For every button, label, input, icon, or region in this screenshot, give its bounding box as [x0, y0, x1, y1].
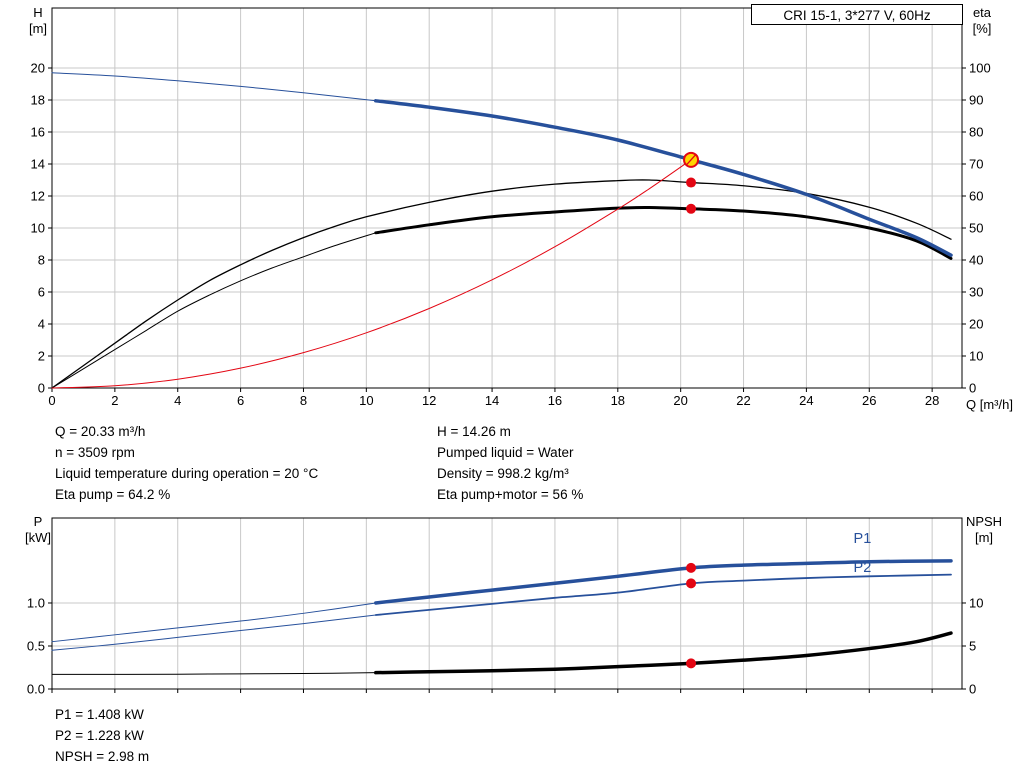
- y-tick-label-right: 70: [969, 157, 983, 172]
- p1-curve: [374, 559, 953, 605]
- x-tick-label: 14: [485, 393, 499, 408]
- npsh-axis-symbol: NPSH: [965, 514, 1003, 529]
- pump-curve: [374, 99, 953, 257]
- p2-curve: [374, 573, 952, 616]
- h-axis-label: H [m]: [22, 5, 54, 37]
- y-tick-label-right: 0: [969, 682, 976, 697]
- operating-point-dot: [686, 177, 697, 188]
- readouts-bottom-column: P1 = 1.408 kW P2 = 1.228 kW NPSH = 2.98 …: [55, 704, 149, 767]
- y-tick-label-left: 20: [31, 61, 45, 76]
- readout-head: H = 14.26 m: [437, 424, 511, 439]
- plot-frame: [51, 517, 963, 690]
- y-tick-label-right: 30: [969, 285, 983, 300]
- x-tick-label: 28: [925, 393, 939, 408]
- eta-pump-motor-curve: [374, 205, 953, 260]
- operating-point-dot: [686, 562, 697, 573]
- y-tick-label-right: 5: [969, 638, 976, 653]
- p2-curve-thin: [51, 614, 377, 651]
- x-tick-label: 12: [422, 393, 436, 408]
- y-tick-label-left: 18: [31, 93, 45, 108]
- operating-point-dot: [686, 658, 697, 669]
- q-axis-label: Q [m³/h]: [966, 397, 1013, 412]
- readouts-right-column: H = 14.26 m Pumped liquid = Water Densit…: [437, 421, 583, 505]
- power-npsh-chart: 0.0 0.5 1.0 0 5 10 P1 P2: [0, 510, 1024, 710]
- x-tick-label: 2: [111, 393, 118, 408]
- x-tick-label: 0: [48, 393, 55, 408]
- y-tick-label-left: 1.0: [27, 595, 45, 610]
- y-tick-label-left: 0: [38, 381, 45, 396]
- pump-model-title: CRI 15-1, 3*277 V, 60Hz: [751, 4, 963, 25]
- x-tick-label: 6: [237, 393, 244, 408]
- x-tick-label: 8: [300, 393, 307, 408]
- eta-axis-symbol: eta: [972, 5, 992, 20]
- x-tick-label: 10: [359, 393, 373, 408]
- y-tick-label-left: 0.0: [27, 682, 45, 697]
- y-tick-label-right: 60: [969, 189, 983, 204]
- y-tick-label-left: 2: [38, 349, 45, 364]
- h-axis-symbol: H: [33, 5, 43, 20]
- readout-eta-pump-motor: Eta pump+motor = 56 %: [437, 487, 584, 502]
- y-tick-label-left: 16: [31, 125, 45, 140]
- npsh-axis-unit: [m]: [974, 530, 994, 545]
- readout-eta-pump: Eta pump = 64.2 %: [55, 487, 171, 502]
- readouts-left-column: Q = 20.33 m³/h n = 3509 rpm Liquid tempe…: [55, 421, 318, 505]
- y-tick-label-right: 80: [969, 125, 983, 140]
- y-tick-label-left: 8: [38, 253, 45, 268]
- y-tick-label-left: 6: [38, 285, 45, 300]
- operating-point-dot: [686, 203, 697, 214]
- readout-speed: n = 3509 rpm: [55, 445, 135, 460]
- x-tick-label: 22: [736, 393, 750, 408]
- curve-label-p2: P2: [854, 560, 872, 576]
- x-tick-label: 26: [862, 393, 876, 408]
- y-tick-label-right: 50: [969, 221, 983, 236]
- readout-pumped-liquid: Pumped liquid = Water: [437, 445, 574, 460]
- plot-frame: [51, 7, 963, 389]
- y-tick-label-right: 20: [969, 317, 983, 332]
- p1-curve-thin: [51, 602, 377, 643]
- eta-pump-motor-curve-thin: [51, 232, 377, 389]
- x-tick-label: 16: [548, 393, 562, 408]
- y-tick-label-left: 12: [31, 189, 45, 204]
- readout-p2: P2 = 1.228 kW: [55, 728, 144, 743]
- x-tick-label: 18: [611, 393, 625, 408]
- x-tick-label: 4: [174, 393, 181, 408]
- eta-axis-label: eta [%]: [963, 5, 1001, 37]
- chart-canvas: 0 2 4 6 8 10 12 14 16 18 20 22 24 26 28024681012141618…: [31, 7, 991, 408]
- npsh-curve: [374, 631, 953, 675]
- y-tick-label-right: 100: [969, 61, 991, 76]
- y-tick-label-left: 4: [38, 317, 45, 332]
- y-tick-label-right: 10: [969, 595, 983, 610]
- y-tick-label-left: 14: [31, 157, 45, 172]
- curve-label-p1: P1: [854, 531, 872, 547]
- readout-p1: P1 = 1.408 kW: [55, 707, 144, 722]
- h-axis-unit: [m]: [28, 21, 48, 36]
- readout-npsh: NPSH = 2.98 m: [55, 749, 150, 764]
- eta-pump-curve: [51, 179, 952, 389]
- readout-liquid-temperature: Liquid temperature during operation = 20…: [55, 466, 319, 481]
- npsh-curve-thin: [51, 672, 377, 675]
- eta-axis-unit: [%]: [972, 21, 992, 36]
- y-tick-label-left: 10: [31, 221, 45, 236]
- system-curve: [51, 159, 692, 389]
- y-tick-label-left: 0.5: [27, 638, 45, 653]
- readout-density: Density = 998.2 kg/m³: [437, 466, 569, 481]
- x-tick-label: 24: [799, 393, 813, 408]
- duty-point-slash: [686, 154, 697, 166]
- operating-point-dot: [686, 578, 697, 589]
- p-axis-label: P [kW]: [20, 514, 56, 546]
- y-tick-label-right: 40: [969, 253, 983, 268]
- y-tick-label-right: 0: [969, 381, 976, 396]
- y-tick-label-right: 10: [969, 349, 983, 364]
- p-axis-unit: [kW]: [25, 530, 51, 545]
- npsh-axis-label: NPSH [m]: [956, 514, 1012, 546]
- readout-flow: Q = 20.33 m³/h: [55, 424, 146, 439]
- pump-curve-thin: [51, 72, 377, 102]
- p-axis-symbol: P: [33, 514, 43, 529]
- chart-canvas: 0.0 0.5 1.0 0 5 10 P1 P2: [27, 517, 983, 697]
- hq-eta-chart: 0 2 4 6 8 10 12 14 16 18 20 22 24 26 28 0 2 4 6 8 10 12 14 16 18…: [31, 7, 991, 408]
- y-tick-label-right: 90: [969, 93, 983, 108]
- x-tick-label: 20: [673, 393, 687, 408]
